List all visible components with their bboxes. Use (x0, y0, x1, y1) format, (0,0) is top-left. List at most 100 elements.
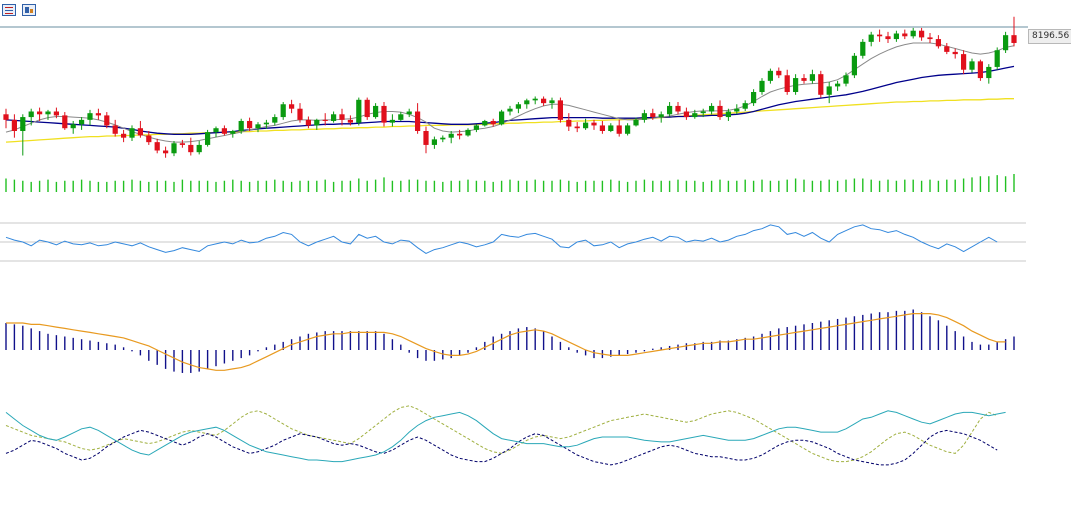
candle (87, 109, 93, 126)
candle (868, 31, 874, 47)
candle (574, 122, 580, 133)
candle-body (868, 34, 874, 42)
candle-body (305, 119, 312, 126)
candle-body (78, 119, 85, 125)
macd-signal-line (6, 313, 1006, 371)
candle-body (935, 39, 942, 47)
candle (524, 98, 530, 109)
candle-body (574, 126, 580, 129)
rsi-panel (0, 222, 1026, 262)
candle (683, 107, 690, 120)
candle (204, 129, 211, 147)
candle-body (818, 74, 824, 95)
candle-body (616, 125, 622, 134)
candle-body (482, 120, 488, 126)
candle (1011, 16, 1017, 47)
candle-body (692, 113, 698, 118)
macd-panel (5, 309, 1015, 373)
candle (834, 80, 841, 91)
candle-body (784, 75, 790, 92)
candle-body (708, 105, 715, 112)
candle (708, 103, 715, 115)
candle (230, 129, 236, 138)
candle (885, 31, 891, 43)
candle-body (952, 51, 958, 55)
candle-body (398, 114, 404, 120)
candle (255, 122, 261, 133)
candle (53, 107, 60, 119)
candlestick-series[interactable] (3, 16, 1017, 158)
candle (515, 102, 522, 114)
candle-body (885, 36, 891, 40)
candle-body (532, 98, 538, 101)
candle-body (960, 54, 967, 70)
candle (725, 108, 732, 121)
candle (188, 137, 194, 156)
candle (120, 129, 127, 143)
candle (129, 125, 135, 142)
candle (994, 47, 1000, 70)
candle (893, 30, 900, 42)
candle-body (297, 108, 303, 120)
candle-body (53, 111, 60, 116)
candle (263, 119, 270, 129)
candle (137, 120, 144, 138)
candle-body (129, 128, 135, 138)
candle-body (322, 119, 328, 121)
candle (843, 72, 849, 87)
candle (498, 109, 505, 126)
candle (734, 104, 740, 115)
candle-body (204, 132, 211, 145)
candle-body (767, 70, 774, 81)
candle (406, 108, 412, 118)
candle (540, 96, 547, 106)
candle (759, 78, 765, 95)
candle (717, 100, 723, 120)
candle (624, 123, 631, 136)
candle-body (20, 117, 26, 131)
candle (750, 89, 757, 106)
candle-body (146, 135, 152, 143)
candle (591, 119, 597, 130)
candle (952, 48, 958, 59)
candle-body (1011, 35, 1017, 43)
candle (809, 69, 816, 84)
candle-body (557, 100, 564, 120)
chart-settings-icon[interactable] (22, 4, 36, 16)
candle (826, 81, 832, 104)
candle-body (977, 61, 984, 79)
candle-body (196, 144, 202, 153)
candle-body (801, 78, 807, 81)
candle (507, 105, 513, 116)
candle-body (582, 122, 589, 129)
candle-body (549, 100, 555, 104)
candle (36, 107, 43, 121)
candle-body (910, 30, 916, 37)
candle (288, 99, 295, 114)
candle (179, 139, 186, 148)
candle-body (742, 103, 748, 109)
candle-body (893, 33, 900, 40)
candle (440, 135, 446, 143)
candle (666, 102, 673, 117)
candle (372, 103, 379, 119)
candle (28, 108, 34, 126)
candle (272, 114, 278, 126)
candle-body (809, 74, 816, 81)
candle (112, 119, 118, 137)
candle-body (95, 113, 102, 116)
candle-body (137, 128, 144, 136)
candle-body (641, 113, 648, 120)
candle (62, 112, 68, 130)
candle-body (1002, 35, 1009, 51)
candle (910, 27, 916, 39)
list-view-icon[interactable] (2, 4, 16, 16)
candle (482, 119, 488, 127)
candle-body (969, 61, 975, 70)
candle-body (112, 125, 118, 134)
candle-body (750, 92, 757, 104)
candle (532, 96, 538, 105)
candle (549, 97, 555, 109)
candle (322, 113, 328, 126)
